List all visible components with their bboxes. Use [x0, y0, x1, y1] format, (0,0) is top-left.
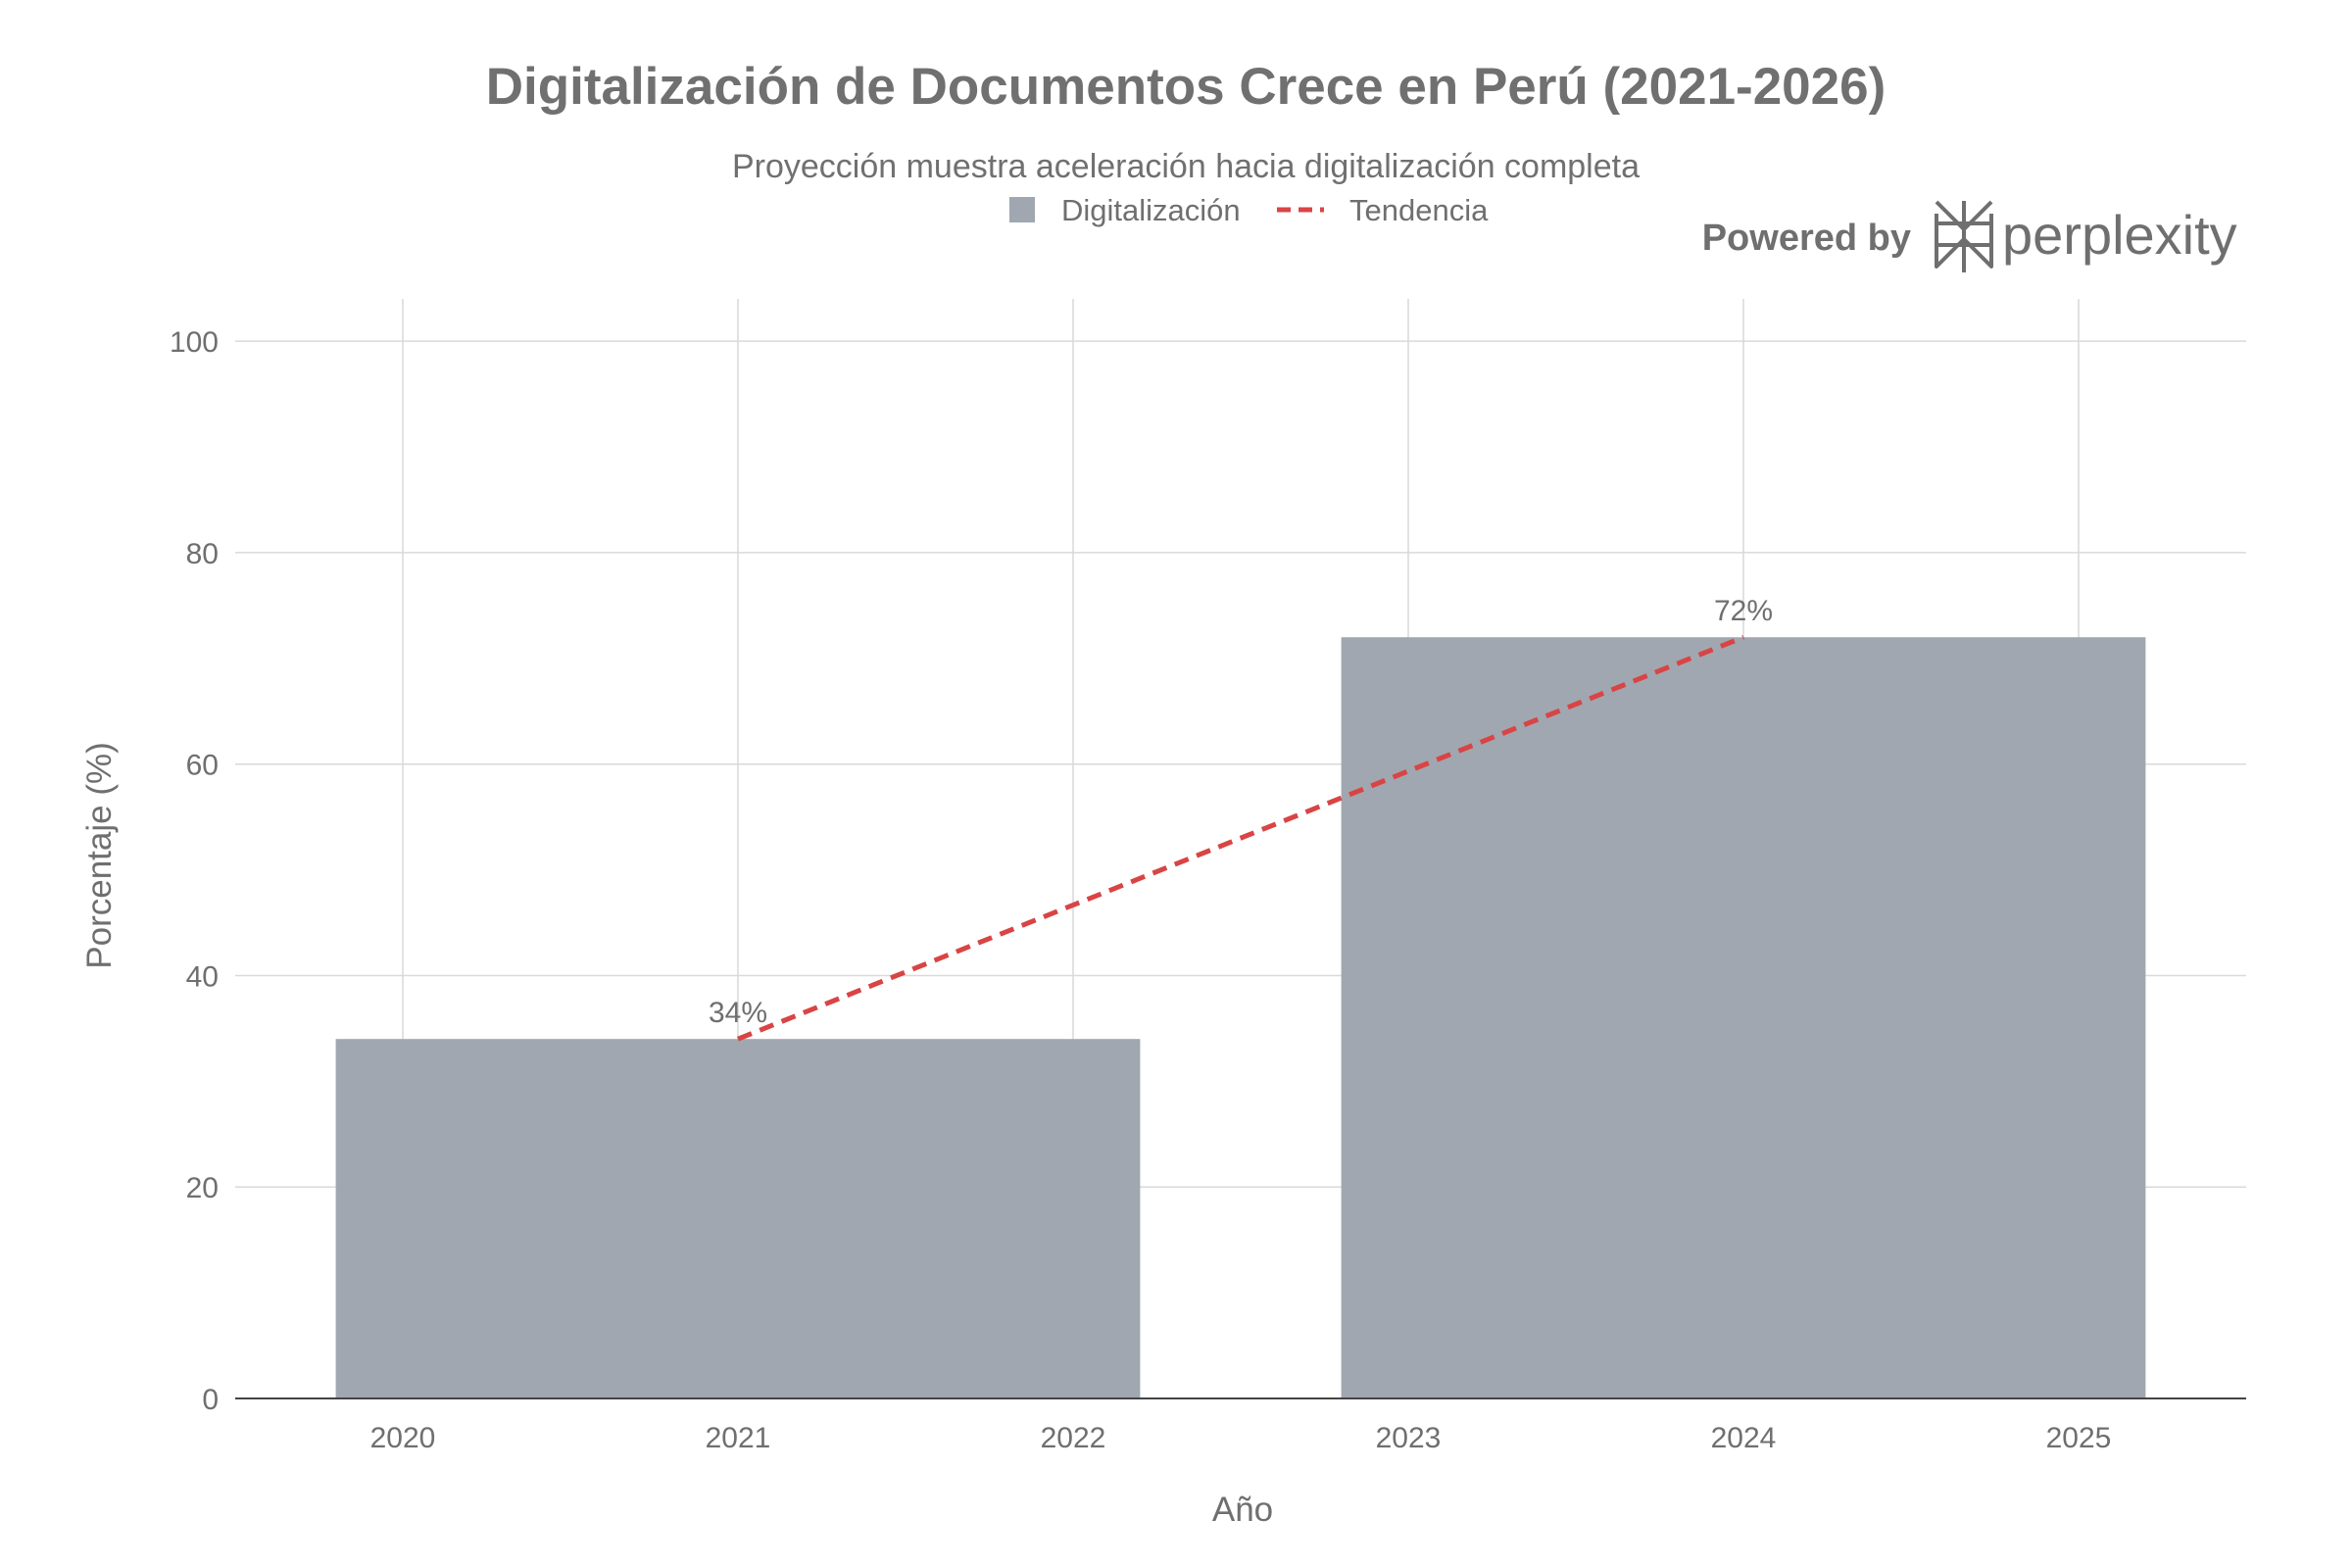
y-tick-label: 20 [186, 1172, 219, 1204]
trend-line [737, 634, 1744, 1042]
x-axis-title: Año [1212, 1491, 1273, 1529]
bars [335, 637, 2146, 1398]
x-tick-label: 2025 [2046, 1422, 2112, 1454]
bar-data-label: 72% [1714, 595, 1773, 627]
x-tick-label: 2020 [370, 1422, 436, 1454]
y-tick-label: 100 [170, 326, 219, 359]
powered-by-text: Powered by [1702, 218, 1911, 259]
x-tick-label: 2021 [706, 1422, 771, 1454]
perplexity-logo-icon [1935, 200, 1993, 272]
y-tick-label: 80 [186, 538, 219, 570]
y-tick-label: 40 [186, 960, 219, 993]
branding: Powered by perplexity [1702, 200, 2237, 272]
y-tick-labels: 0 20 40 60 80 100 [170, 326, 219, 1416]
y-axis-title: Porcentaje (%) [80, 742, 119, 968]
y-tick-label: 0 [202, 1384, 219, 1416]
x-tick-label: 2022 [1041, 1422, 1106, 1454]
legend-label-bar: Digitalización [1061, 193, 1241, 227]
x-tick-label: 2023 [1376, 1422, 1442, 1454]
legend-label-line: Tendencia [1349, 193, 1489, 227]
trend-line-group [737, 634, 1744, 1042]
perplexity-wordmark: perplexity [2002, 204, 2237, 266]
bar-data-label: 34% [709, 997, 767, 1029]
x-tick-label: 2024 [1711, 1422, 1777, 1454]
y-tick-label: 60 [186, 750, 219, 782]
legend: Digitalización Tendencia [1009, 193, 1489, 227]
bar [1341, 637, 2146, 1398]
chart-title: Digitalización de Documentos Crece en Pe… [486, 58, 1886, 116]
x-tick-labels: 2020 2021 2022 2023 2024 2025 [370, 1422, 2112, 1454]
chart-subtitle: Proyección muestra aceleración hacia dig… [732, 148, 1640, 185]
legend-swatch-bar [1009, 197, 1035, 222]
bar [335, 1039, 1141, 1398]
data-labels: 34% 72% [709, 595, 1773, 1029]
